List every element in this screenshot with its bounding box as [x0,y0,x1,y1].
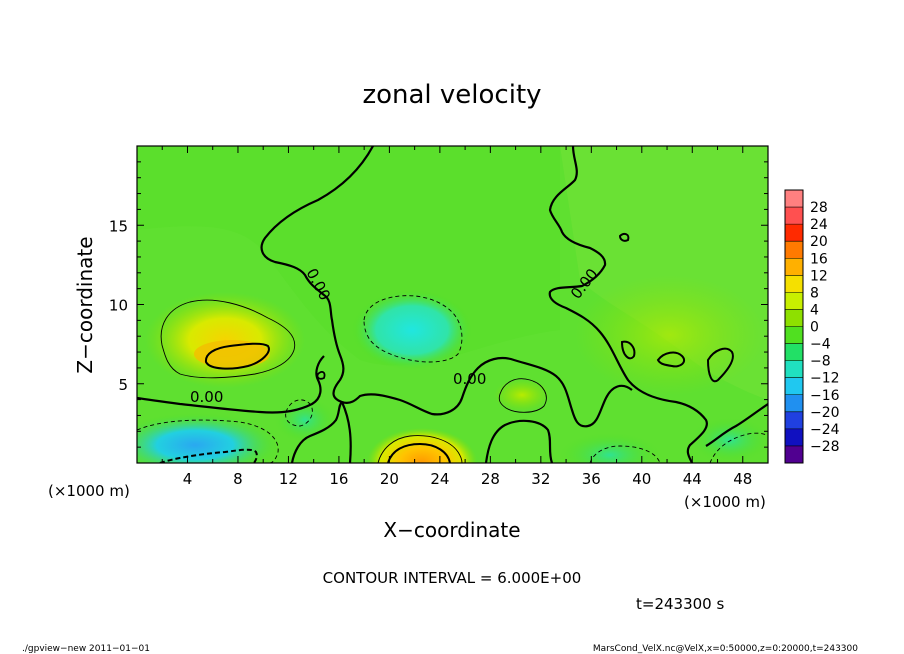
zero-contour [706,347,734,383]
negative-contour [159,448,258,463]
negative-contour [589,445,661,463]
colorbar-label: −24 [810,422,840,438]
colorbar-label: −20 [810,405,840,421]
colorbar-swatch [785,360,803,378]
x-axis-ticks: 4 8 12 16 20 24 28 32 36 40 44 48 [161,146,769,488]
field-region [494,379,550,411]
zero-contour [137,355,325,414]
colorbar-label: −16 [810,388,840,404]
field-region [575,275,765,395]
colorbar-label: 12 [810,268,828,284]
cold-anomaly [352,290,472,370]
zero-contour [548,146,708,463]
colorbar-swatch [785,258,803,276]
zero-contour [656,351,686,368]
negative-contour [137,419,279,463]
negative-contour [285,399,313,427]
positive-contour [498,378,547,413]
colorbar-label: 0 [810,320,819,336]
contour-label: 0.00 [453,370,486,388]
x-tick-label: 8 [233,470,243,488]
colorbar-label: −12 [810,371,840,387]
contour-label: 0.00 [190,388,223,406]
colorbar-label: −4 [810,337,831,353]
x-tick-label: 4 [183,470,193,488]
colorbar-label: 28 [810,200,828,216]
contour-interval-label: CONTOUR INTERVAL = 6.000E+00 [323,569,582,587]
chart-title: zonal velocity [362,80,541,110]
x-tick-label: 32 [531,470,550,488]
colorbar-label: 20 [810,234,828,250]
x-axis-label: X−coordinate [383,518,520,542]
zero-contour [340,401,352,463]
y-tick-label: 10 [109,297,128,315]
colorbar-swatch [785,445,803,464]
cold-anomaly [560,433,660,463]
zero-contour [620,340,636,360]
colorbar-swatch [785,292,803,310]
colorbar-label: 4 [810,302,819,318]
colorbar-swatch [785,309,803,327]
y-axis-label: Z−coordinate [73,236,97,373]
x-tick-label: 36 [582,470,601,488]
x-tick-label: 12 [279,470,298,488]
zero-contour [705,403,768,447]
colorbar-swatch [785,207,803,225]
colorbar-swatch [785,326,803,344]
colorbar-swatch [785,394,803,413]
colorbar-label: 24 [810,217,828,233]
contour-field: 0.00 0.00 0.00 0.00 [137,146,768,463]
x-unit-label-left: (×1000 m) [48,482,130,500]
footer-right: MarsCond_VelX.nc@VelX,x=0:50000,z=0:2000… [593,644,858,654]
warm-core [194,340,270,368]
x-tick-label: 48 [733,470,752,488]
warm-anomaly [367,428,477,463]
y-tick-label: 5 [118,376,128,394]
time-label: t=243300 s [636,595,724,613]
x-unit-label-right: (×1000 m) [684,493,766,511]
footer-left: ./gpview−new 2011−01−01 [22,644,150,654]
colorbar-swatch [785,343,803,361]
x-tick-label: 20 [380,470,399,488]
warm-anomaly [145,292,305,388]
y-tick-label: 15 [109,217,128,235]
warm-core-contour [387,442,451,463]
x-tick-label: 28 [481,470,500,488]
colorbar-label: 16 [810,251,828,267]
negative-contour [709,432,768,463]
zero-contour [260,146,633,428]
colorbar-swatch [785,428,803,447]
y-axis-ticks: 5 10 15 [109,161,768,448]
colorbar-swatch [785,190,803,208]
colorbar-swatch [785,241,803,259]
zero-contour [290,401,343,463]
positive-contour [160,299,296,379]
cold-anomaly [275,398,335,442]
cold-anomaly [137,413,280,463]
colorbar-swatch [785,275,803,293]
colorbar-swatch [785,224,803,242]
x-tick-label: 40 [632,470,651,488]
zero-contour [316,371,326,380]
colorbar-swatch [785,377,803,396]
x-tick-label: 16 [329,470,348,488]
zero-contour [484,419,554,463]
cold-anomaly [690,418,768,462]
warm-core-contour [204,342,270,370]
colorbar-label: −28 [810,439,840,455]
x-tick-label: 24 [430,470,449,488]
negative-contour [363,295,463,363]
zero-contour [618,232,630,242]
x-tick-label: 44 [683,470,702,488]
colorbar-swatch [785,411,803,430]
positive-contour [377,435,463,463]
colorbar-label: −8 [810,354,831,370]
colorbar-label: 8 [810,285,819,301]
